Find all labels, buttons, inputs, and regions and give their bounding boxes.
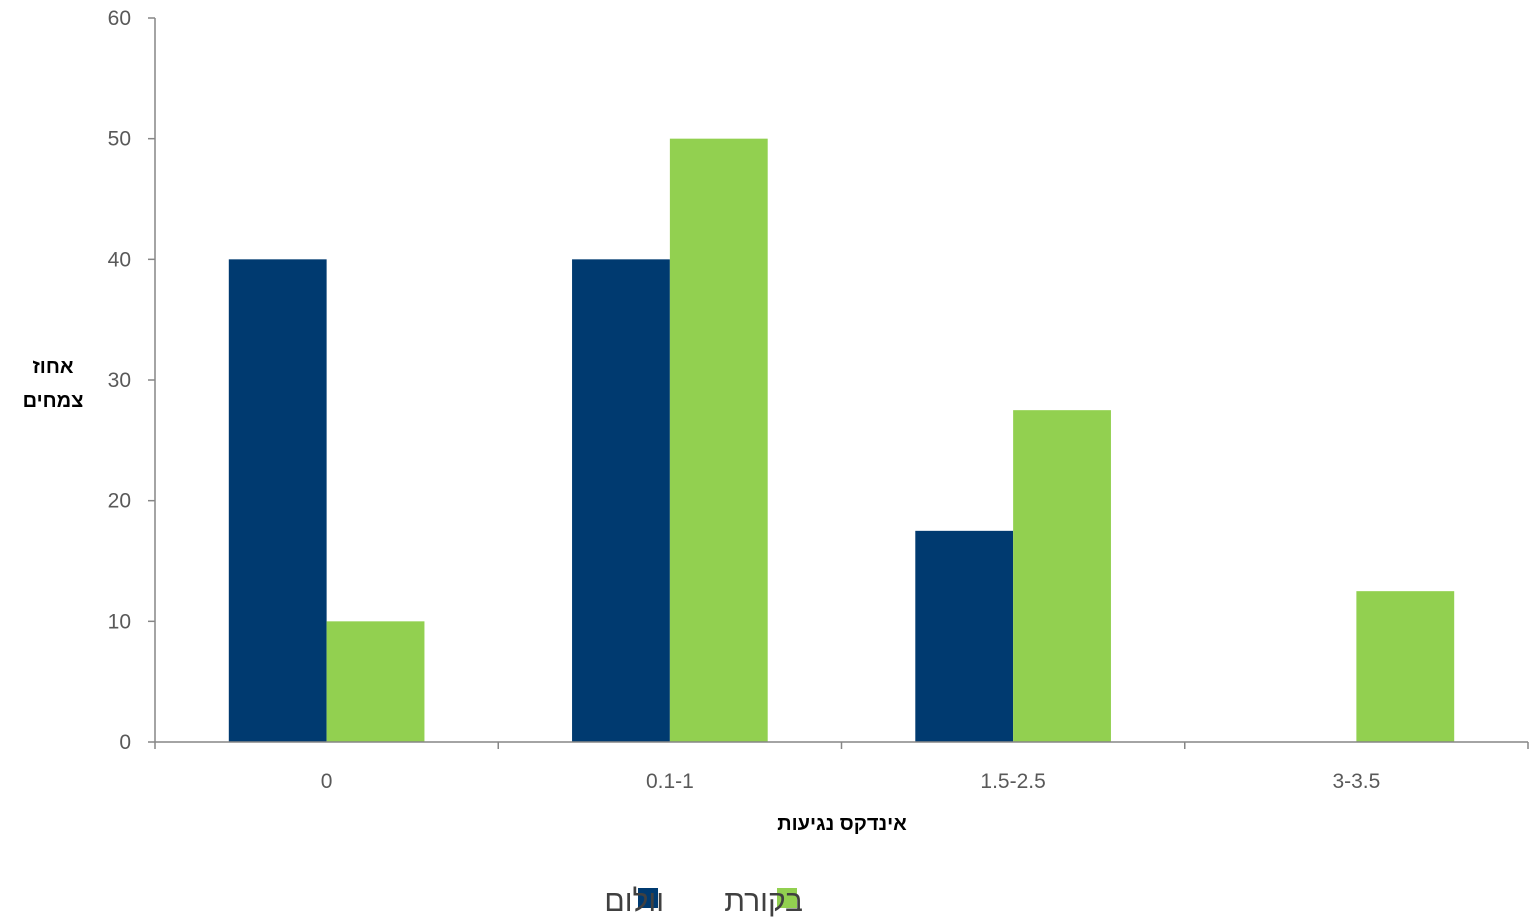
y-axis-title-line-2: צמחים xyxy=(23,390,84,412)
bars xyxy=(228,138,1455,742)
x-axis-title: אינדקס נגיעות xyxy=(777,813,907,835)
bar-series-1-category-2 xyxy=(572,259,670,742)
bar-series-2-category-1 xyxy=(326,621,425,742)
y-tick-label: 50 xyxy=(108,128,131,151)
y-tick-label: 20 xyxy=(108,490,131,513)
legend-label-series-1: וולום xyxy=(604,885,664,918)
bar-series-1-category-3 xyxy=(915,530,1014,742)
y-tick-label: 10 xyxy=(108,610,131,633)
bar-series-2-category-4 xyxy=(1356,591,1455,742)
legend-swatch-series-2 xyxy=(777,888,797,908)
x-tick-label: 1.5-2.5 xyxy=(980,770,1045,793)
y-axis-title-line-1: אחוז xyxy=(33,356,74,378)
bar-series-2-category-3 xyxy=(1013,410,1111,742)
y-tick-label: 60 xyxy=(108,7,131,30)
y-axis-ticks: 0 10 20 30 40 50 60 xyxy=(108,7,155,754)
bar-series-1-category-1 xyxy=(228,259,327,742)
y-tick-label: 0 xyxy=(119,731,131,754)
x-tick-label: 0.1-1 xyxy=(646,770,694,793)
legend-swatch-series-1 xyxy=(638,888,658,908)
y-tick-label: 30 xyxy=(108,369,131,392)
legend-label-series-2: בקורת xyxy=(724,885,803,918)
y-tick-label: 40 xyxy=(108,248,131,271)
legend: וולום בקורת xyxy=(604,885,803,918)
x-tick-label: 0 xyxy=(321,770,333,793)
x-tick-label: 3-3.5 xyxy=(1332,770,1380,793)
x-axis-ticks: 0 0.1-1 1.5-2.5 3-3.5 xyxy=(154,742,1529,793)
bar-series-2-category-2 xyxy=(669,138,768,742)
